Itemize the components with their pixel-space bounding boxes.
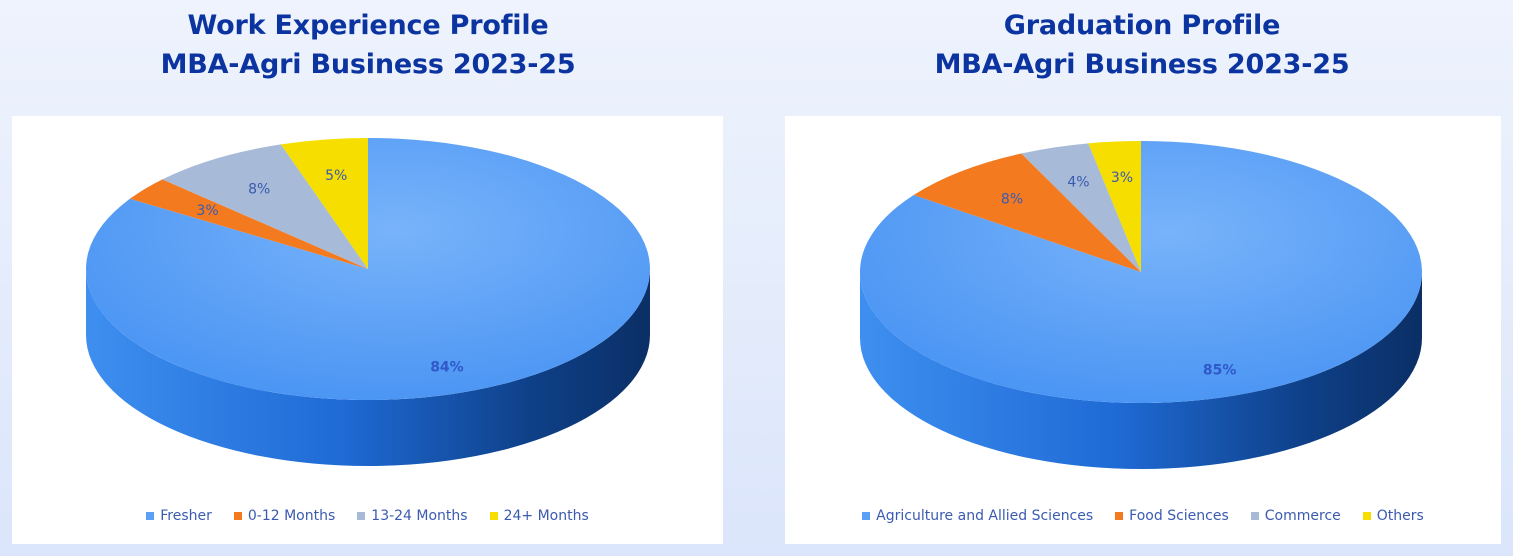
pie-labels: 85% 8% 4% 3% xyxy=(1001,170,1237,379)
title-line: Work Experience Profile xyxy=(187,10,549,41)
legend-graduation: Agriculture and Allied Sciences Food Scie… xyxy=(785,508,1501,524)
legend-swatch xyxy=(489,512,498,520)
legend-label: 13-24 Months xyxy=(371,508,468,524)
legend-swatch xyxy=(233,512,242,520)
data-label-2: 8% xyxy=(248,181,270,197)
pie-slice-food-sciences xyxy=(913,153,1141,272)
pie-slice-24-months xyxy=(280,138,368,269)
pie-side-wall xyxy=(86,269,650,466)
legend-swatch xyxy=(1250,512,1259,520)
legend-item: Food Sciences xyxy=(1115,508,1229,524)
subtitle-line: MBA-Agri Business 2023-25 xyxy=(934,49,1350,80)
legend-swatch xyxy=(357,512,366,520)
legend-item: 24+ Months xyxy=(489,508,589,524)
legend-swatch xyxy=(146,512,155,520)
pie-labels: 84% 3% 8% 5% xyxy=(196,168,463,376)
legend-label: 24+ Months xyxy=(503,508,589,524)
legend-label: Agriculture and Allied Sciences xyxy=(876,508,1094,524)
legend-label: 0-12 Months xyxy=(247,508,336,524)
pie-slice-0-12-months xyxy=(129,179,368,269)
data-label-0: 84% xyxy=(430,360,464,376)
legend-item: Others xyxy=(1362,508,1424,524)
data-label-3: 3% xyxy=(1111,170,1133,186)
legend-label: Others xyxy=(1376,508,1424,524)
pie-top xyxy=(860,141,1422,403)
legend-item: Commerce xyxy=(1250,508,1341,524)
data-label-1: 8% xyxy=(1001,191,1023,207)
legend-item: 0-12 Months xyxy=(233,508,336,524)
legend-item: Fresher xyxy=(146,508,212,524)
pie-side-0 xyxy=(86,269,650,466)
pie-side-0 xyxy=(860,272,1422,469)
pie-chart-graduation: 85% 8% 4% 3% xyxy=(860,141,1422,469)
legend-item: Agriculture and Allied Sciences xyxy=(862,508,1093,524)
pie-side-wall xyxy=(860,272,1422,469)
title-line: Graduation Profile xyxy=(1003,10,1281,41)
pie-slice-others xyxy=(1088,141,1141,272)
legend-label: Food Sciences xyxy=(1129,508,1229,524)
chart-panel-work-experience: 84% 3% 8% 5% Fresher 0-12 Months 13-24 Months… xyxy=(12,116,723,544)
pie-top xyxy=(85,138,651,400)
subtitle-line: MBA-Agri Business 2023-25 xyxy=(160,49,576,80)
legend-swatch xyxy=(1115,512,1124,520)
pie-slice-fresher xyxy=(85,138,651,400)
chart-title-graduation: Graduation Profile MBA-Agri Business 202… xyxy=(842,6,1442,84)
chart-panel-graduation: 85% 8% 4% 3% Agriculture and Allied Science… xyxy=(785,116,1501,544)
legend-item: 13-24 Months xyxy=(357,508,468,524)
legend-label: Commerce xyxy=(1264,508,1341,524)
pie-slice-commerce xyxy=(1021,143,1141,272)
data-label-0: 85% xyxy=(1203,363,1237,379)
pie-slice-13-24-months xyxy=(162,144,368,269)
legend-work-experience: Fresher 0-12 Months 13-24 Months 24+ Months xyxy=(12,508,723,524)
pie-chart-work-experience: 84% 3% 8% 5% xyxy=(85,138,651,466)
legend-label: Fresher xyxy=(160,508,212,524)
data-label-3: 5% xyxy=(325,168,347,184)
data-label-2: 4% xyxy=(1067,174,1089,190)
legend-swatch xyxy=(862,512,871,520)
data-label-1: 3% xyxy=(196,203,218,219)
chart-title-work-experience: Work Experience Profile MBA-Agri Busines… xyxy=(68,6,668,84)
legend-swatch xyxy=(1362,512,1371,520)
